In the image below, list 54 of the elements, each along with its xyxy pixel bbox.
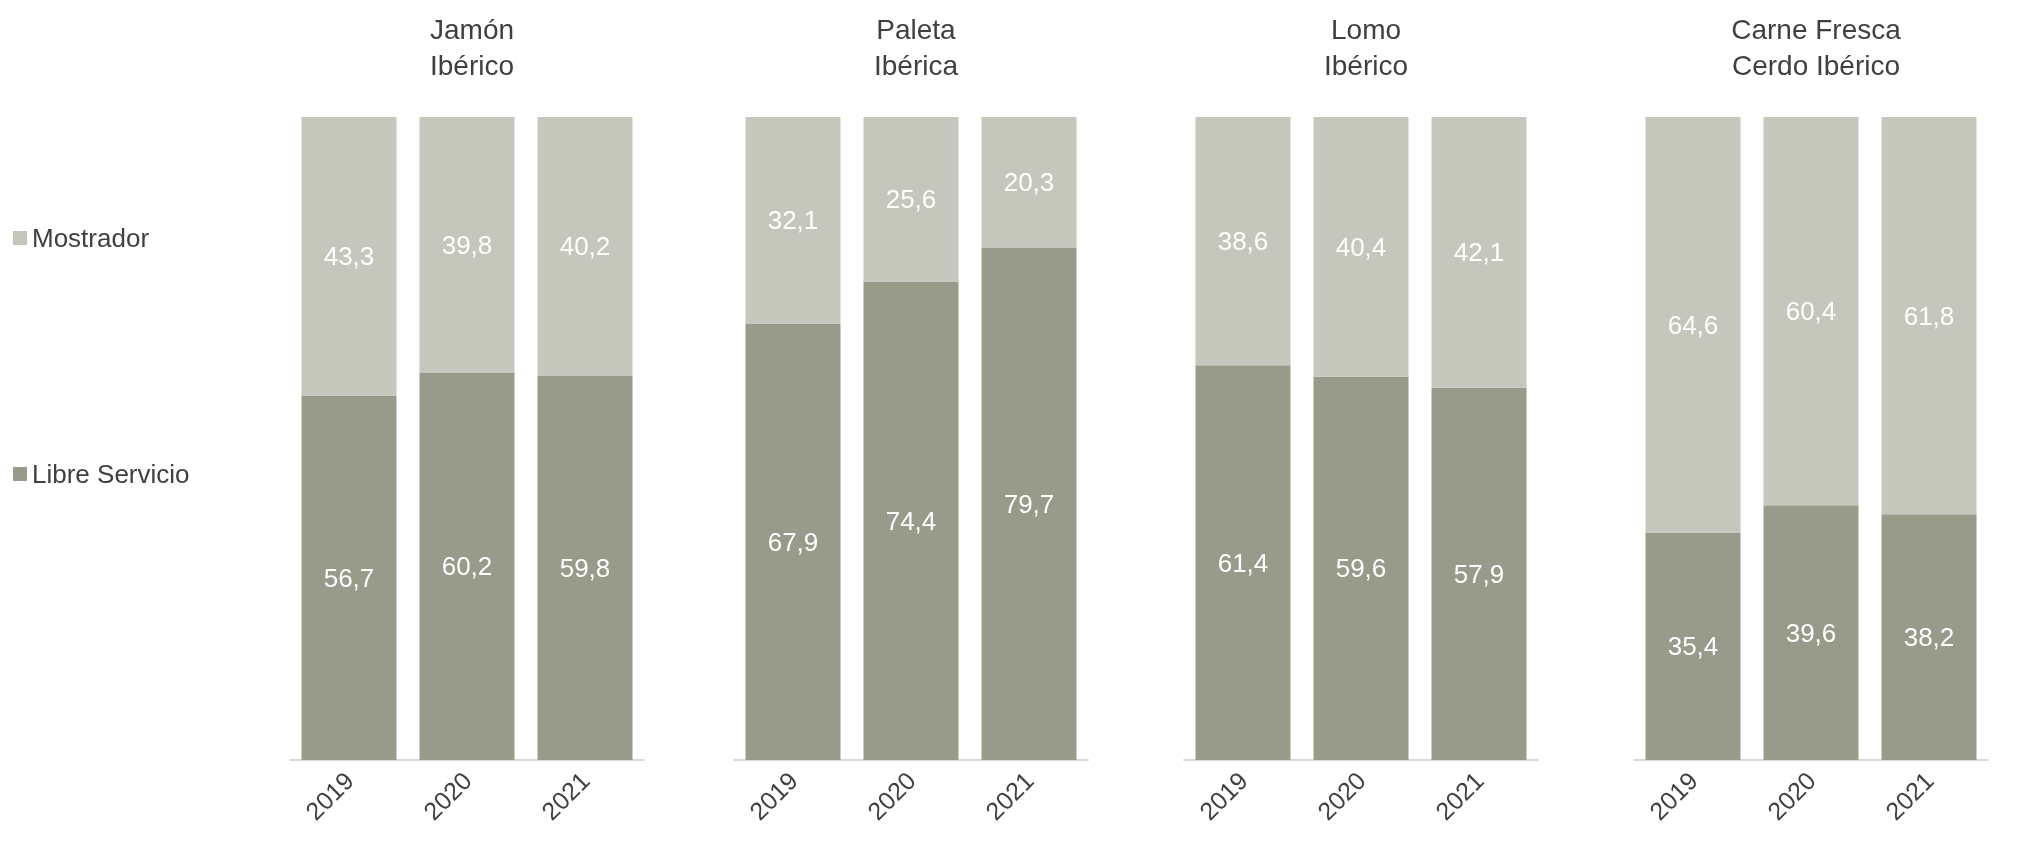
data-label: 61,8: [1903, 300, 1955, 331]
data-label: 59,6: [1335, 553, 1387, 584]
data-label: 40,4: [1335, 231, 1387, 262]
bar: [1313, 376, 1409, 760]
bar: [1431, 117, 1527, 388]
bar: [537, 375, 633, 760]
bar: [981, 247, 1077, 760]
chart-title: Paleta Ibérica: [873, 13, 959, 81]
bar: [1881, 117, 1977, 515]
bar: [1645, 532, 1741, 760]
bar: [863, 281, 959, 760]
bar: [981, 117, 1077, 248]
bar: [745, 323, 841, 760]
data-label: 59,8: [559, 552, 611, 583]
data-label: 79,7: [1003, 488, 1055, 519]
legend-label: Libre Servicio: [32, 459, 190, 489]
bar: [1195, 365, 1291, 760]
data-label: 74,4: [885, 505, 937, 536]
data-label: 38,6: [1217, 226, 1269, 257]
chart-title: Carne Fresca Cerdo Ibérico: [1731, 13, 1902, 81]
bar: [1763, 505, 1859, 760]
data-label: 25,6: [885, 184, 937, 215]
chart-title: Lomo Ibérico: [1323, 13, 1409, 81]
data-label: 40,2: [559, 231, 611, 262]
chart-title: Jamón Ibérico: [429, 13, 515, 81]
bar: [1881, 514, 1977, 760]
data-label: 38,2: [1903, 622, 1955, 653]
bar: [863, 117, 959, 282]
data-label: 39,8: [441, 229, 493, 260]
data-label: 67,9: [767, 526, 819, 557]
bar: [419, 117, 515, 373]
bar: [419, 372, 515, 760]
bar: [1431, 387, 1527, 760]
bar: [1645, 117, 1741, 533]
data-label: 57,9: [1453, 558, 1505, 589]
legend-label: Mostrador: [32, 223, 150, 253]
bar: [301, 117, 397, 396]
data-label: 61,4: [1217, 547, 1269, 578]
bar: [1763, 117, 1859, 506]
bar: [301, 395, 397, 760]
data-label: 56,7: [323, 562, 375, 593]
bar: [1195, 117, 1291, 366]
bar: [537, 117, 633, 376]
bar: [745, 117, 841, 324]
data-label: 43,3: [323, 241, 375, 272]
data-label: 20,3: [1003, 167, 1055, 198]
data-label: 35,4: [1667, 631, 1719, 662]
bar: [1313, 117, 1409, 377]
data-label: 32,1: [767, 205, 819, 236]
data-label: 64,6: [1667, 309, 1719, 340]
data-label: 42,1: [1453, 237, 1505, 268]
data-label: 39,6: [1785, 617, 1837, 648]
data-label: 60,4: [1785, 296, 1837, 327]
data-label: 60,2: [441, 551, 493, 582]
